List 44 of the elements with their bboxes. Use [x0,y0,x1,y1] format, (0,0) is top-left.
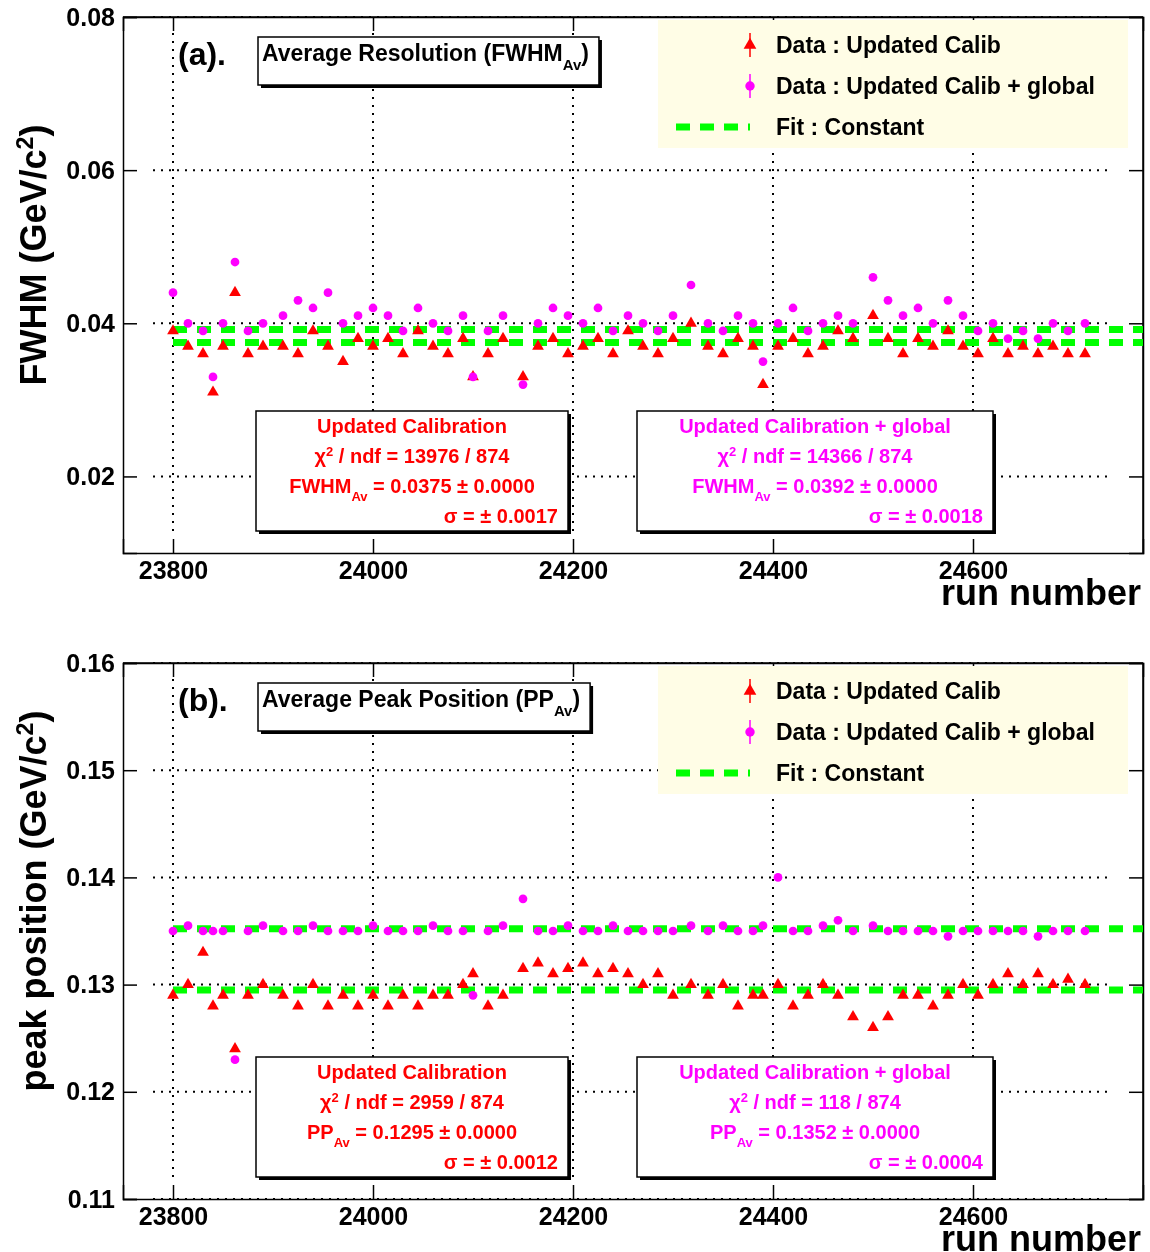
x-tick-label: 24200 [538,1201,609,1230]
annotation: σ = ± 0.0012 [443,1151,558,1173]
text: Average Peak Position (PP$_{Av}$) [262,686,581,719]
y-tick-label: 0.06 [66,155,115,184]
x-tick-label: 24400 [738,1201,809,1230]
x-tick-label: 23800 [138,555,209,584]
annotation: Updated Calibration + global [679,415,951,437]
annotation: σ = ± 0.0018 [868,505,983,527]
annotation: σ = ± 0.0017 [443,505,558,527]
annotation: PP$_{Av}$ = 0.1295 ± 0.0000 [306,1121,518,1150]
y-tick-label: 0.04 [66,308,116,337]
legend-label: Fit : Constant [776,760,925,786]
legend-label: Data : Updated Calib [776,678,1001,704]
annotation: FWHM$_{Av}$ = 0.0392 ± 0.0000 [692,475,938,504]
x-tick-label: 24000 [338,1201,409,1230]
y-tick-label: 0.14 [66,862,116,891]
y-tick-label: 0.12 [66,1077,115,1106]
legend-label: Data : Updated Calib + global [776,73,1095,99]
annotation: σ = ± 0.0004 [868,1151,984,1173]
annotation: χ$^{2}$ / ndf = 13976 / 874 [314,443,511,467]
annotation: Updated Calibration [316,1061,508,1083]
x-tick-label: 23800 [138,1201,209,1230]
annotation: χ$^{2}$ / ndf = 2959 / 874 [320,1089,505,1113]
legend-label: Fit : Constant [776,114,925,140]
annotation: PP$_{Av}$ = 0.1352 ± 0.0000 [709,1121,921,1150]
annotation: χ$^{2}$ / ndf = 118 / 874 [729,1089,902,1113]
y-tick-label: 0.13 [66,970,115,999]
text: Average Resolution (FWHM$_{Av}$) [262,40,589,73]
x-tick-label: 24200 [538,555,609,584]
x-tick-label: 24400 [738,555,809,584]
y-tick-label: 0.11 [67,1184,116,1213]
y-tick-label: 0.08 [66,2,116,31]
y-tick-label: 0.16 [66,648,115,677]
annotation: χ$^{2}$ / ndf = 14366 / 874 [717,443,914,467]
legend-label: Data : Updated Calib [776,32,1001,58]
x-tick-label: 24000 [338,555,409,584]
legend-label: Data : Updated Calib + global [776,719,1095,745]
annotation: Updated Calibration + global [679,1061,951,1083]
annotation: Updated Calibration [316,415,508,437]
annotation: (a). [178,36,226,72]
y-tick-label: 0.15 [66,755,116,784]
annotation: (b). [178,682,228,718]
y-tick-label: 0.02 [66,461,115,490]
annotation: FWHM$_{Av}$ = 0.0375 ± 0.0000 [289,475,535,504]
